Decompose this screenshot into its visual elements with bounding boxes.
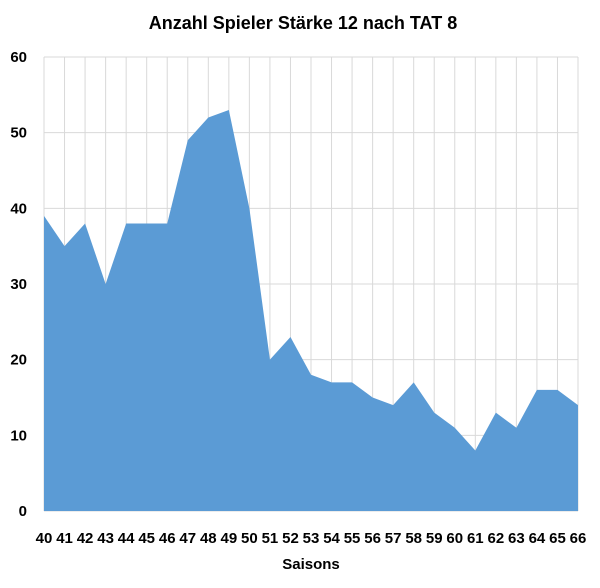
x-axis-label: Saisons bbox=[282, 556, 340, 573]
x-tick-label: 47 bbox=[179, 530, 196, 547]
x-tick-label: 43 bbox=[97, 530, 114, 547]
x-tick-label: 60 bbox=[446, 530, 463, 547]
x-tick-label: 58 bbox=[405, 530, 422, 547]
x-tick-label: 66 bbox=[570, 530, 587, 547]
x-tick-label: 51 bbox=[262, 530, 279, 547]
x-tick-label: 65 bbox=[549, 530, 566, 547]
chart-title: Anzahl Spieler Stärke 12 nach TAT 8 bbox=[149, 13, 457, 33]
x-tick-label: 46 bbox=[159, 530, 176, 547]
x-tick-label: 59 bbox=[426, 530, 443, 547]
x-tick-label: 42 bbox=[77, 530, 94, 547]
y-tick-label: 60 bbox=[10, 49, 27, 66]
x-tick-label: 55 bbox=[344, 530, 361, 547]
y-tick-label: 40 bbox=[10, 200, 27, 217]
x-tick-label: 63 bbox=[508, 530, 525, 547]
y-axis-ticks: 0 10 20 30 40 50 60 bbox=[10, 49, 27, 520]
area-series-fill bbox=[44, 109, 578, 511]
y-tick-label: 20 bbox=[10, 352, 27, 369]
x-tick-label: 40 bbox=[36, 530, 53, 547]
x-tick-label: 54 bbox=[323, 530, 340, 547]
x-tick-label: 48 bbox=[200, 530, 217, 547]
x-tick-label: 64 bbox=[529, 530, 546, 547]
x-tick-label: 57 bbox=[385, 530, 402, 547]
x-tick-label: 56 bbox=[364, 530, 381, 547]
area-series bbox=[44, 109, 578, 511]
x-axis-ticks: 40 41 42 43 44 45 46 47 48 49 50 51 52 53 54 55 56 57 58 59… bbox=[36, 530, 587, 547]
x-tick-label: 62 bbox=[488, 530, 505, 547]
x-tick-label: 61 bbox=[467, 530, 484, 547]
x-tick-label: 50 bbox=[241, 530, 258, 547]
x-tick-label: 44 bbox=[118, 530, 135, 547]
y-tick-label: 50 bbox=[10, 125, 27, 142]
y-tick-label: 30 bbox=[10, 276, 27, 293]
x-tick-label: 52 bbox=[282, 530, 299, 547]
x-tick-label: 45 bbox=[138, 530, 155, 547]
x-tick-label: 41 bbox=[56, 530, 73, 547]
y-tick-label: 0 bbox=[19, 503, 27, 520]
y-tick-label: 10 bbox=[10, 427, 27, 444]
x-tick-label: 53 bbox=[303, 530, 320, 547]
x-tick-label: 49 bbox=[221, 530, 238, 547]
